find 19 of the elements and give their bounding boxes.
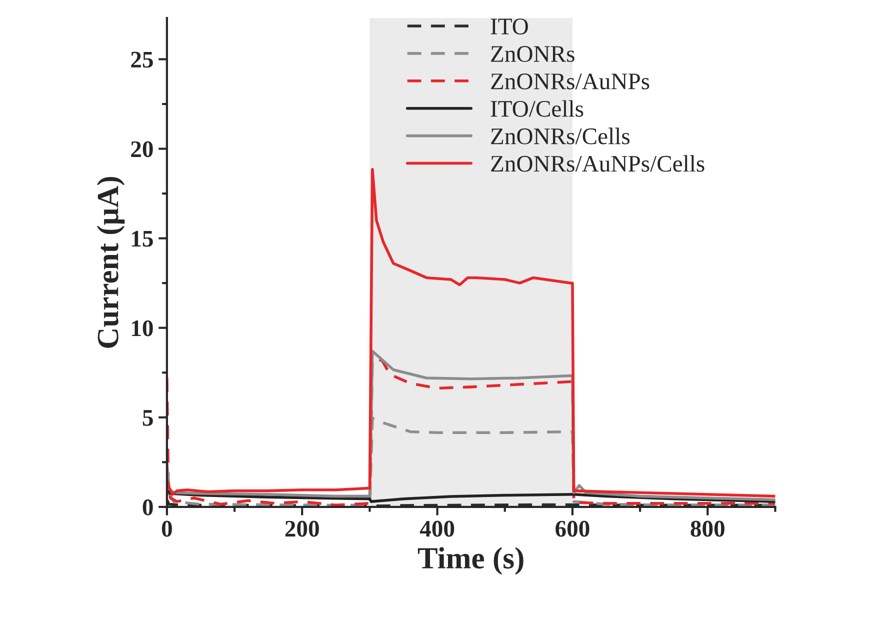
y-tick-label: 15	[132, 230, 153, 247]
y-axis-title: Current (μA)	[96, 176, 125, 348]
y-tick-label: 0	[142, 499, 153, 516]
legend-label: ZnONRs	[491, 46, 574, 62]
x-axis-title: Time (s)	[418, 547, 524, 575]
x-tick-label: 400	[420, 520, 454, 537]
legend-label: ZnONRs/AuNPs	[491, 74, 650, 90]
x-tick-label: 0	[162, 520, 172, 537]
x-tick-label: 600	[556, 520, 590, 537]
y-tick-label: 5	[142, 410, 153, 426]
y-tick-label: 10	[132, 320, 153, 336]
legend-label: ZnONRs/AuNPs/Cells	[491, 155, 704, 172]
y-tick-label: 20	[131, 141, 153, 158]
legend-label: ITO/Cells	[490, 100, 584, 117]
legend-label: ZnONRs/Cells	[491, 128, 630, 144]
y-tick-label: 25	[131, 52, 153, 68]
legend-label: ITO	[490, 18, 528, 34]
x-tick-label: 200	[285, 520, 319, 537]
x-tick-label: 800	[690, 520, 724, 537]
